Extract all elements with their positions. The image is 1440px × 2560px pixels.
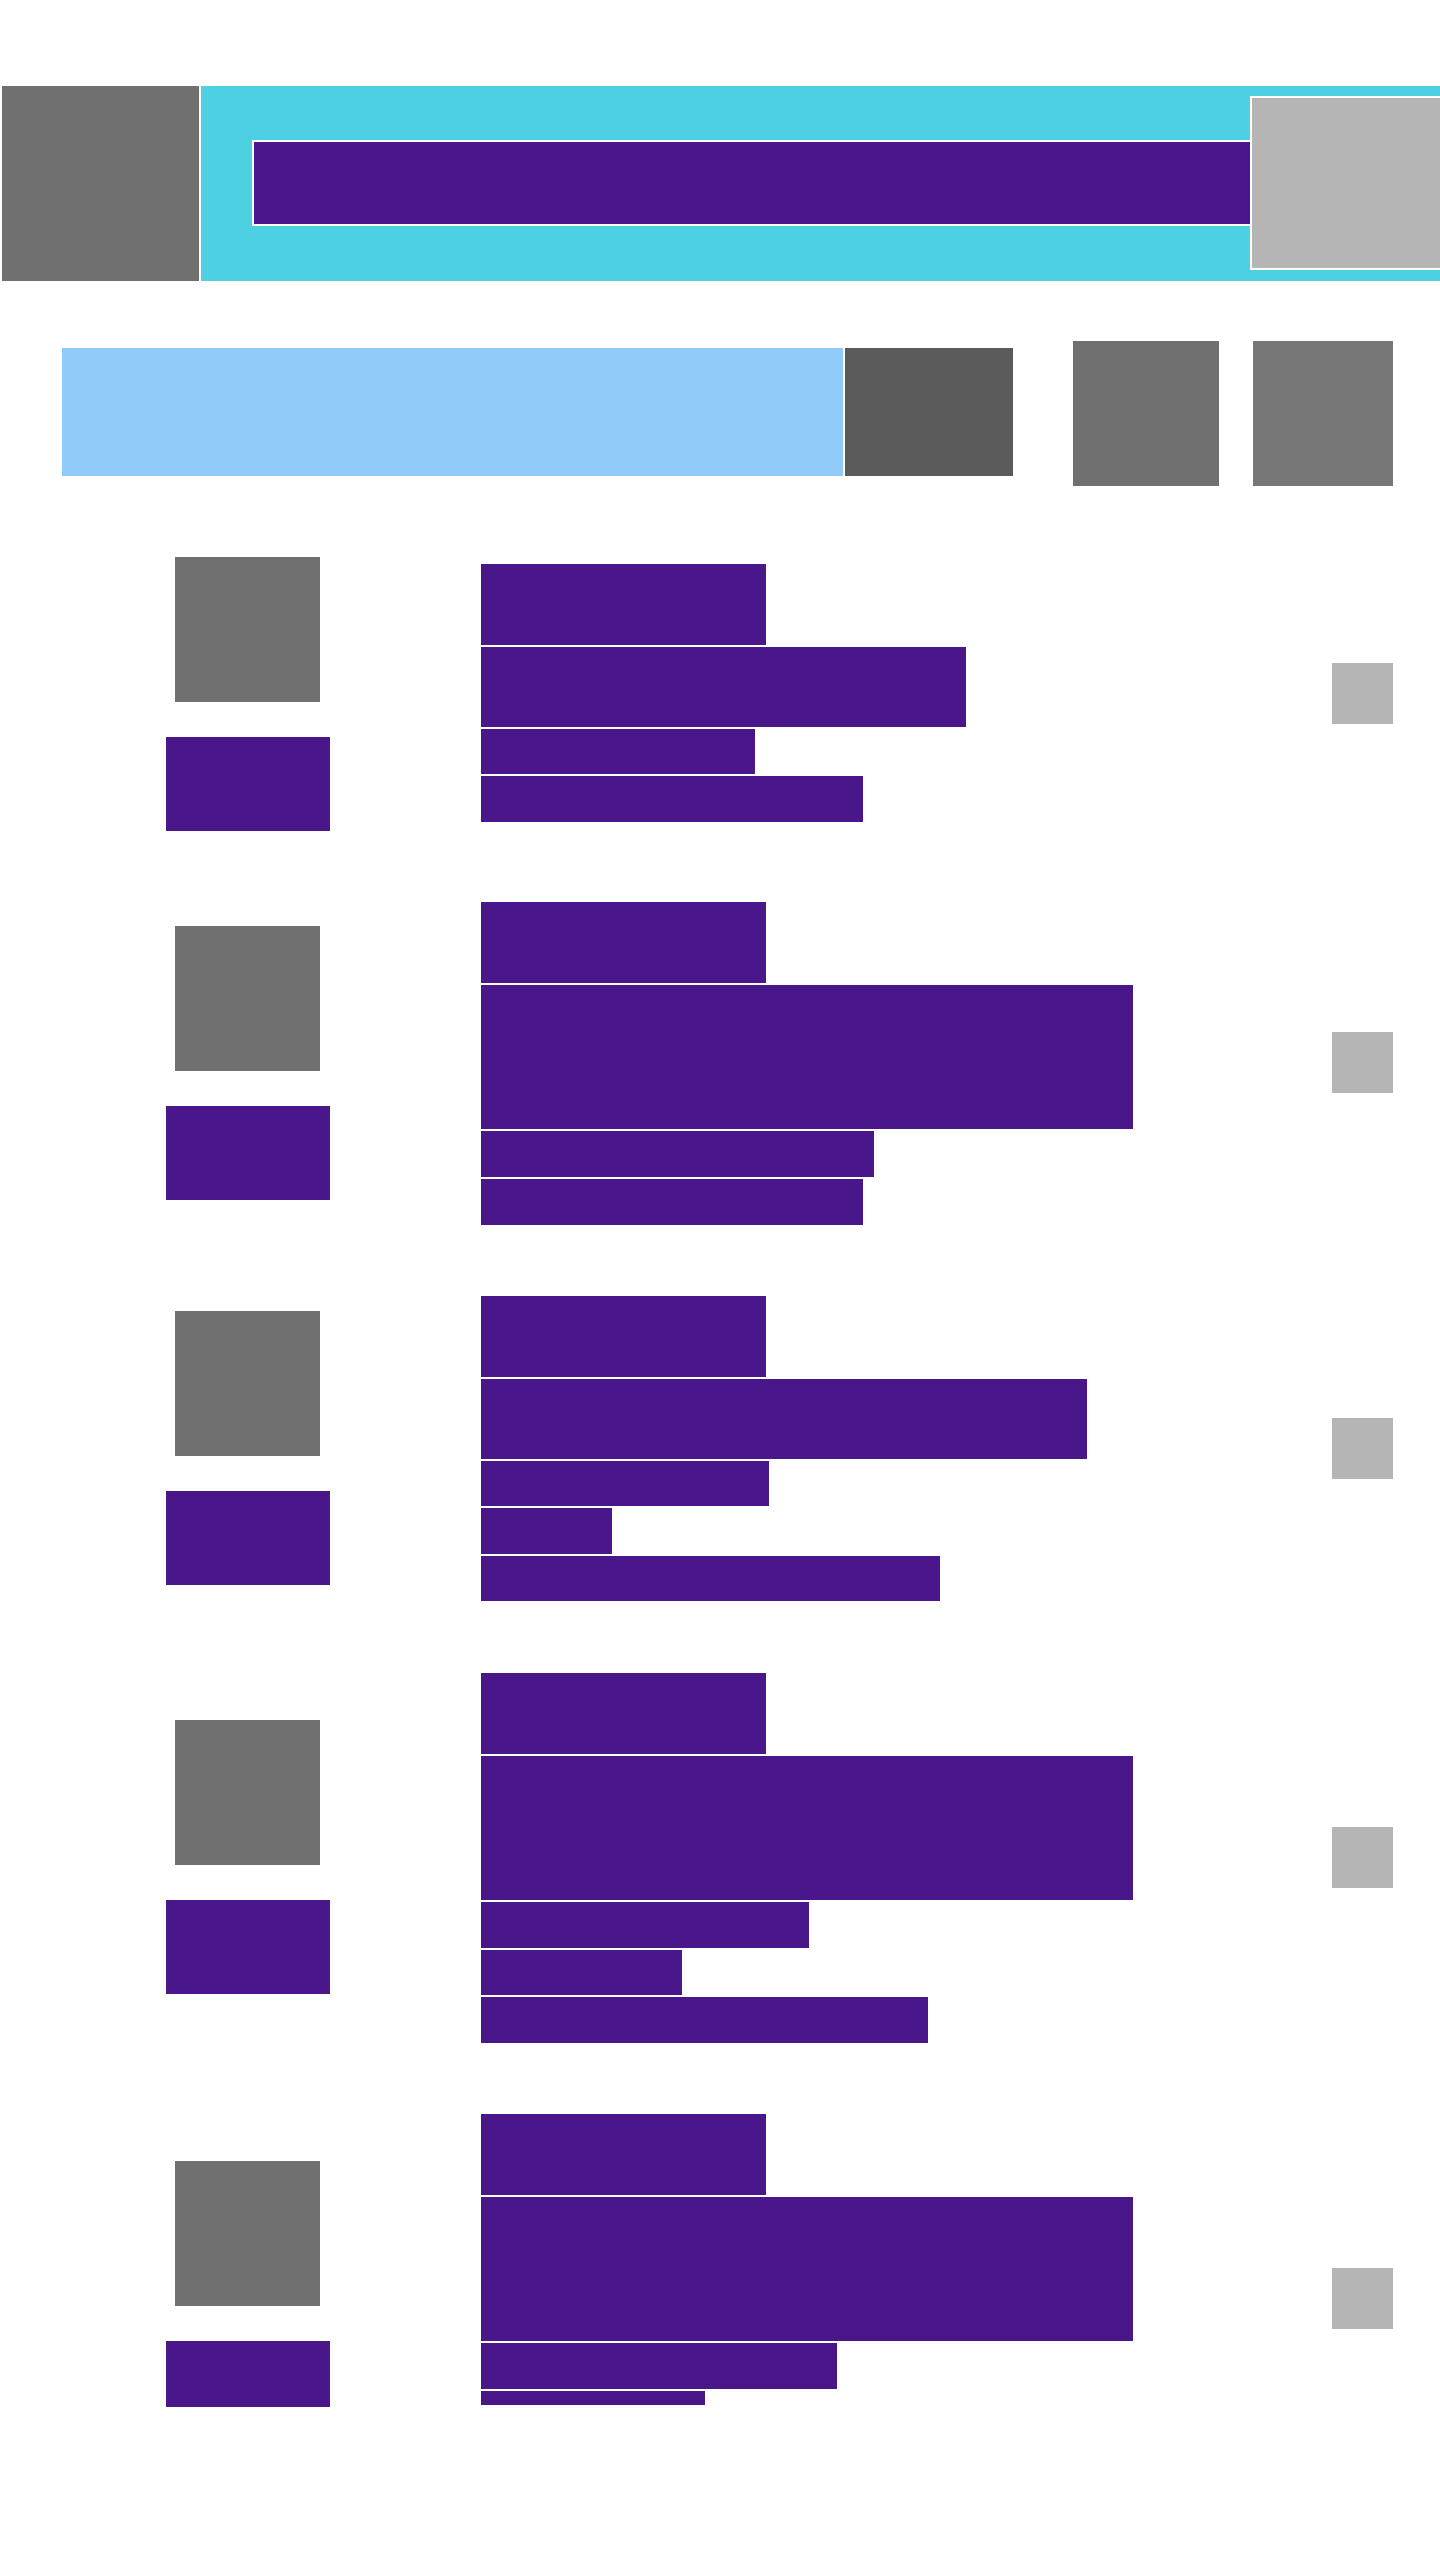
item-meta	[479, 1506, 614, 1556]
view-icon[interactable]	[1253, 341, 1393, 486]
more-icon[interactable]	[1332, 1032, 1393, 1093]
overflow-icon[interactable]	[1250, 96, 1440, 270]
more-icon[interactable]	[1332, 1418, 1393, 1479]
item-meta	[479, 1948, 684, 1997]
item-badge	[166, 2341, 330, 2407]
item-badge	[166, 737, 330, 831]
thumbnail-icon	[175, 1311, 320, 1456]
item-meta	[479, 727, 757, 776]
item-title	[479, 983, 1135, 1131]
item-title	[479, 1754, 1135, 1902]
item-heading	[479, 562, 768, 647]
search-input[interactable]	[62, 348, 846, 476]
item-meta	[479, 1900, 811, 1950]
item-heading	[479, 1294, 768, 1379]
item-heading	[479, 900, 768, 985]
sort-icon[interactable]	[1073, 341, 1219, 486]
more-icon[interactable]	[1332, 2268, 1393, 2329]
toolbar-title	[252, 140, 1257, 226]
more-icon[interactable]	[1332, 1827, 1393, 1888]
item-badge	[166, 1491, 330, 1585]
item-badge	[166, 1106, 330, 1200]
more-icon[interactable]	[1332, 663, 1393, 724]
thumbnail-icon	[175, 2161, 320, 2306]
item-meta	[479, 1554, 942, 1603]
thumbnail-icon	[175, 1720, 320, 1865]
item-meta	[479, 1459, 771, 1508]
item-meta	[479, 1129, 876, 1179]
item-meta	[479, 1995, 930, 2045]
item-meta	[479, 2341, 839, 2391]
thumbnail-icon	[175, 926, 320, 1071]
item-meta	[479, 2389, 707, 2407]
item-heading	[479, 2112, 768, 2197]
item-title	[479, 2195, 1135, 2343]
thumbnail-icon	[175, 557, 320, 702]
item-heading	[479, 1671, 768, 1756]
item-badge	[166, 1900, 330, 1994]
item-title	[479, 1377, 1089, 1461]
item-title	[479, 645, 968, 729]
search-icon[interactable]	[843, 346, 1015, 478]
menu-icon[interactable]	[0, 84, 201, 283]
item-meta	[479, 1177, 865, 1227]
item-meta	[479, 774, 865, 824]
